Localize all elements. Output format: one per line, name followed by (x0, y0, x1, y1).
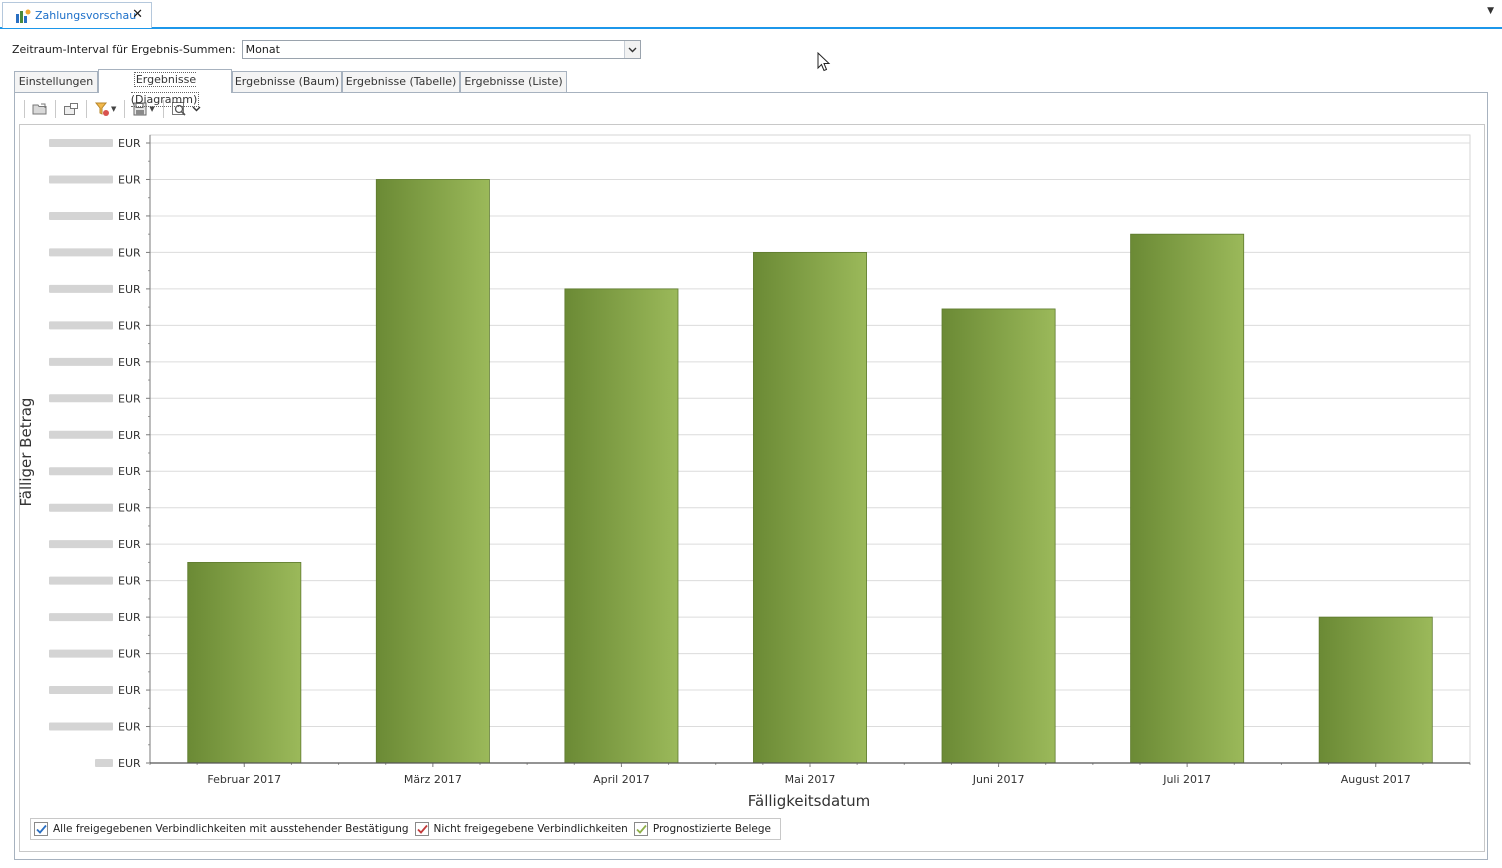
x-tick-label: März 2017 (404, 773, 462, 786)
payment-preview-icon (15, 8, 31, 24)
legend-item[interactable]: Alle freigegebenen Verbindlichkeiten mit… (34, 822, 409, 836)
toolbar-separator (162, 100, 164, 118)
y-tick-unit: EUR (118, 210, 141, 223)
y-tick-redacted-value (49, 357, 113, 366)
y-tick-redacted-value (49, 576, 113, 585)
y-tick-redacted-value (49, 467, 113, 476)
y-tick-unit: EUR (118, 648, 141, 661)
document-tab-bar: Zahlungsvorschau ✕ ▼ (0, 0, 1502, 29)
bar[interactable] (941, 308, 1056, 764)
y-tick-unit: EUR (118, 575, 141, 588)
x-tick-label: Juli 2017 (1162, 773, 1211, 786)
y-tick-redacted-value (49, 686, 113, 695)
y-tick-redacted-value (49, 430, 113, 439)
y-tick-redacted-value (49, 321, 113, 330)
chevron-down-icon[interactable] (190, 99, 204, 119)
toolbar-separator (24, 100, 25, 118)
y-tick-unit: EUR (118, 137, 141, 150)
x-axis-title: Fälligkeitsdatum (747, 792, 871, 810)
checkbox[interactable] (633, 822, 648, 836)
interval-value: Monat (245, 43, 280, 56)
y-tick-redacted-value (95, 759, 113, 767)
bar[interactable] (1130, 233, 1245, 764)
chevron-down-icon[interactable]: ▼ (149, 105, 154, 113)
x-tick-label: Mai 2017 (785, 773, 836, 786)
y-tick-unit: EUR (118, 173, 141, 186)
document-tab-title: Zahlungsvorschau (35, 9, 137, 22)
bar[interactable] (564, 288, 679, 764)
chevron-down-icon[interactable] (623, 41, 640, 58)
tab-ergebnisse-liste[interactable]: Ergebnisse (Liste) (460, 71, 567, 93)
y-tick-redacted-value (49, 649, 113, 658)
y-tick-redacted-value (49, 540, 113, 549)
toolbar-separator (86, 100, 87, 118)
interval-combobox[interactable]: Monat (241, 40, 641, 59)
y-tick-redacted-value (49, 613, 113, 622)
y-tick-redacted-value (49, 722, 113, 731)
y-tick-unit: EUR (118, 611, 141, 624)
document-tab-zahlungsvorschau[interactable]: Zahlungsvorschau ✕ (2, 2, 152, 28)
chevron-down-icon[interactable]: ▼ (1487, 6, 1494, 16)
y-tick-unit: EUR (118, 502, 141, 515)
window-icon[interactable] (60, 99, 82, 119)
y-tick-redacted-value (49, 503, 113, 512)
tab-ergebnisse-diagramm[interactable]: Ergebnisse (Diagramm) (98, 69, 232, 107)
chart-toolbar: ▼ ▼ (20, 98, 204, 120)
y-tick-unit: EUR (118, 283, 141, 296)
interval-label: Zeitraum-Interval für Ergebnis-Summen: (12, 43, 236, 56)
bar[interactable] (375, 179, 490, 764)
y-tick-unit: EUR (118, 319, 141, 332)
chevron-down-icon[interactable]: ▼ (111, 105, 117, 113)
close-icon[interactable]: ✕ (132, 7, 143, 22)
filter-icon[interactable] (91, 99, 113, 119)
legend-label: Nicht freigegebene Verbindlichkeiten (433, 823, 628, 835)
x-tick-label: Juni 2017 (972, 773, 1025, 786)
tab-einstellungen[interactable]: Einstellungen (14, 71, 98, 93)
bar[interactable] (187, 562, 302, 764)
y-tick-redacted-value (49, 394, 113, 403)
checkbox[interactable] (34, 822, 48, 836)
legend-item[interactable]: Nicht freigegebene Verbindlichkeiten (414, 822, 628, 836)
open-folder-icon[interactable] (29, 99, 51, 119)
bar[interactable] (1318, 616, 1433, 764)
chart-legend: Alle freigegebenen Verbindlichkeiten mit… (30, 818, 782, 840)
y-tick-redacted-value (49, 175, 113, 184)
x-tick-label: August 2017 (1341, 773, 1411, 786)
toolbar-separator (55, 100, 56, 118)
mouse-cursor-icon (817, 52, 831, 72)
checkbox[interactable] (414, 822, 429, 836)
y-tick-redacted-value (49, 139, 113, 147)
toolbar-separator (124, 100, 126, 118)
x-tick-label: April 2017 (593, 773, 650, 786)
y-tick-unit: EUR (118, 465, 141, 478)
y-tick-redacted-value (49, 284, 113, 293)
legend-label: Prognostizierte Belege (652, 823, 772, 835)
y-tick-unit: EUR (118, 684, 141, 697)
tab-ergebnisse-baum[interactable]: Ergebnisse (Baum) (232, 71, 342, 93)
legend-label: Alle freigegebenen Verbindlichkeiten mit… (53, 823, 409, 835)
y-tick-unit: EUR (118, 538, 141, 551)
y-tick-unit: EUR (118, 356, 141, 369)
bar[interactable] (753, 252, 867, 764)
y-tick-unit: EUR (118, 246, 141, 259)
interval-row: Zeitraum-Interval für Ergebnis-Summen: M… (12, 40, 641, 59)
x-tick-label: Februar 2017 (207, 773, 281, 786)
y-tick-unit: EUR (118, 721, 141, 734)
y-tick-unit: EUR (118, 429, 141, 442)
legend-item[interactable]: Prognostizierte Belege (633, 822, 772, 836)
y-tick-redacted-value (49, 211, 113, 220)
y-tick-unit: EUR (118, 757, 141, 770)
y-tick-redacted-value (49, 248, 113, 257)
save-icon[interactable] (129, 99, 151, 119)
tab-ergebnisse-tabelle[interactable]: Ergebnisse (Tabelle) (342, 71, 460, 93)
y-axis-title: Fälliger Betrag (17, 397, 35, 507)
y-tick-unit: EUR (118, 392, 141, 405)
zoom-icon[interactable] (168, 99, 190, 119)
